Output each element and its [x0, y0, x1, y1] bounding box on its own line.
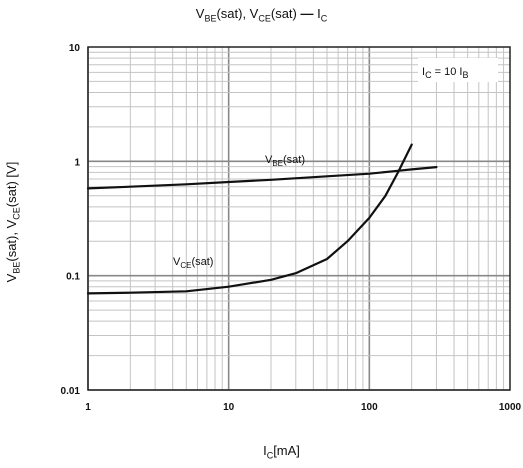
condition-box: [418, 58, 498, 82]
plot-frame: [87, 46, 511, 391]
y-tick-label: 1: [74, 157, 80, 168]
x-tick-label: 10: [223, 402, 235, 413]
series-line-vce-sat: [86, 143, 413, 295]
y-tick-label: 0.01: [61, 386, 81, 397]
y-tick-label: 10: [69, 43, 81, 54]
x-tick-label: 1000: [499, 402, 522, 413]
x-tick-label: 100: [361, 402, 378, 413]
series-lines: [86, 143, 438, 295]
condition-label: IC = 10 IB: [422, 66, 468, 80]
grid: [87, 47, 510, 391]
x-tick-label: 1: [85, 402, 91, 413]
series-label-vbe: VBE(sat): [265, 154, 305, 168]
series-label-vce: VCE(sat): [173, 256, 213, 270]
series-line-vbe-sat: [86, 166, 438, 190]
x-axis-label: IC[mA]: [263, 443, 300, 461]
tick-labels: 1 10 100 1000 0.01 0.1 1 10: [61, 43, 522, 413]
chart-title: VBE(sat), VCE(sat) — IC: [195, 6, 328, 24]
y-tick-label: 0.1: [66, 272, 80, 283]
plot-border: [87, 46, 511, 391]
